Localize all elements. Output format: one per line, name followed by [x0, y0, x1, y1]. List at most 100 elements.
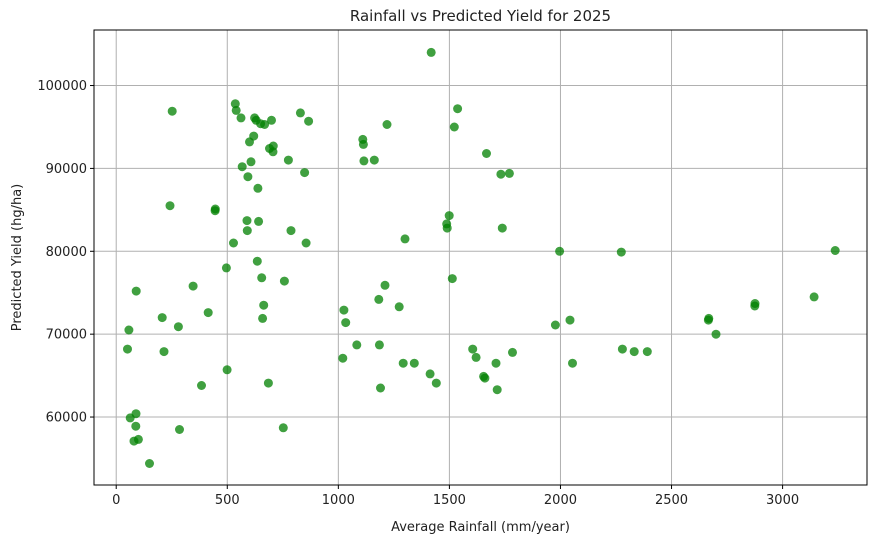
data-point	[221, 263, 231, 273]
data-point	[750, 299, 760, 308]
data-point	[203, 308, 213, 318]
data-point	[565, 315, 575, 325]
data-point	[131, 421, 141, 431]
data-point	[555, 246, 565, 256]
y-tick-label: 60000	[46, 411, 87, 426]
data-point	[425, 369, 435, 379]
data-point	[339, 305, 349, 315]
data-point	[300, 168, 310, 178]
data-point	[145, 459, 154, 468]
data-point	[449, 122, 459, 132]
data-point	[568, 358, 577, 368]
data-point	[352, 340, 362, 350]
chart-title: Rainfall vs Predicted Yield for 2025	[350, 7, 611, 25]
x-axis-label: Average Rainfall (mm/year)	[391, 520, 570, 535]
data-point	[374, 340, 384, 350]
data-point	[491, 358, 501, 368]
data-point	[258, 313, 268, 323]
data-point	[263, 378, 273, 388]
data-point	[374, 294, 384, 304]
data-point	[254, 216, 264, 226]
data-point	[260, 120, 270, 129]
y-tick-label: 70000	[46, 328, 87, 343]
data-point	[253, 183, 263, 193]
data-point	[188, 281, 198, 291]
data-point	[167, 106, 177, 116]
data-point	[236, 113, 246, 123]
data-point	[480, 373, 490, 383]
data-point	[492, 385, 502, 395]
data-point	[267, 115, 276, 125]
x-tick-label: 2500	[655, 493, 688, 508]
data-point	[830, 246, 840, 255]
data-point	[237, 162, 247, 172]
x-tick-label: 0	[112, 493, 120, 508]
data-point	[398, 358, 408, 368]
data-point	[165, 201, 175, 211]
data-point	[173, 322, 183, 332]
data-point	[279, 276, 289, 286]
data-point	[382, 120, 392, 129]
data-point	[243, 172, 253, 182]
data-point	[131, 286, 141, 296]
data-point	[338, 353, 348, 363]
data-point	[210, 204, 220, 214]
data-point	[283, 155, 293, 165]
data-point	[222, 365, 232, 375]
data-point	[257, 273, 267, 283]
data-point	[175, 425, 184, 434]
x-tick-label: 1500	[433, 493, 466, 508]
data-point	[278, 423, 288, 433]
y-tick-label: 100000	[37, 79, 87, 94]
data-point	[301, 238, 311, 248]
data-point	[497, 223, 507, 233]
data-point	[447, 274, 457, 284]
axis-ticks: 0 500 1000 1500 2000 2500 3000 60000 70000 80000 9…	[37, 79, 799, 508]
data-point	[711, 329, 721, 339]
data-point	[394, 302, 404, 312]
data-point	[123, 344, 132, 354]
data-point	[496, 169, 506, 179]
data-points	[123, 47, 840, 468]
data-point	[358, 139, 368, 149]
data-point	[504, 168, 514, 178]
data-point	[616, 247, 626, 257]
data-point	[468, 344, 478, 354]
data-point	[442, 223, 452, 233]
data-point	[426, 47, 436, 57]
data-point	[809, 292, 819, 302]
data-point	[704, 313, 714, 323]
data-point	[431, 378, 441, 388]
data-point	[400, 234, 410, 244]
x-tick-label: 2000	[544, 493, 577, 508]
data-point	[409, 358, 419, 368]
data-point	[157, 313, 167, 323]
y-tick-label: 80000	[46, 245, 87, 260]
data-point	[376, 383, 385, 393]
data-point	[629, 347, 639, 357]
data-point	[482, 149, 491, 158]
data-point	[252, 256, 262, 266]
x-tick-label: 500	[215, 493, 240, 508]
data-point	[230, 99, 240, 109]
data-point	[242, 216, 252, 226]
data-point	[642, 347, 652, 357]
data-point	[341, 318, 351, 328]
data-point	[131, 409, 141, 419]
data-point	[246, 157, 256, 167]
data-point	[369, 155, 379, 165]
data-point	[229, 238, 238, 248]
x-tick-label: 3000	[766, 493, 799, 508]
grid-lines	[94, 30, 867, 485]
data-point	[231, 105, 241, 115]
data-point	[508, 347, 517, 357]
y-tick-label: 90000	[46, 162, 87, 177]
data-point	[286, 226, 296, 236]
data-point	[444, 211, 454, 221]
plot-area-frame	[93, 29, 868, 486]
data-point	[259, 300, 269, 310]
data-point	[617, 344, 627, 354]
